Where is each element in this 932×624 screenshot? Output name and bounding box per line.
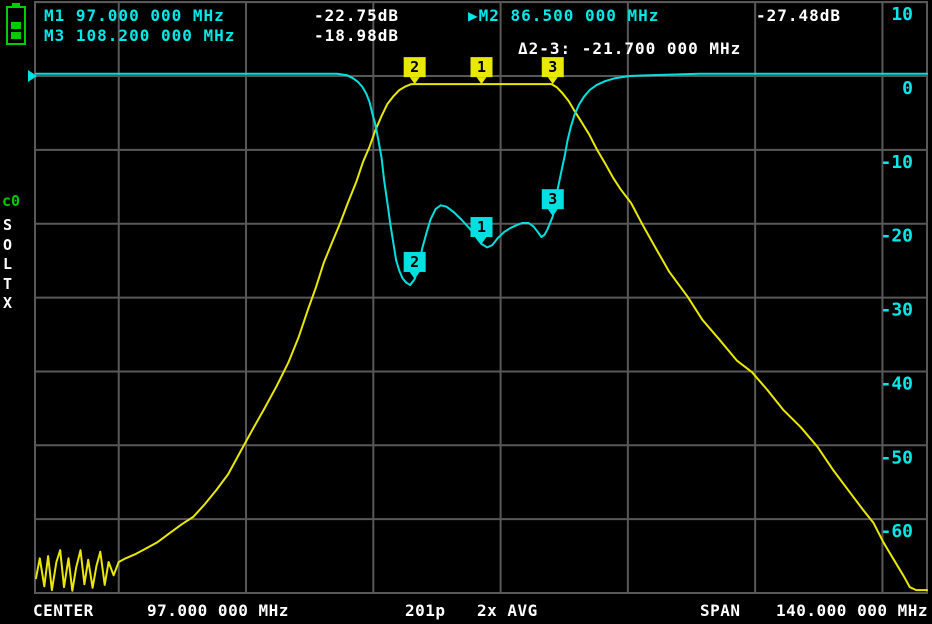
s11-trace (35, 72, 928, 286)
averaging-value[interactable]: 2x AVG (477, 601, 538, 620)
marker-2-flag-s11-tail (409, 271, 420, 279)
y-axis-label--20db: -20 (880, 226, 913, 247)
marker-3-flag-s11-digit: 3 (548, 190, 557, 208)
marker-1-flag-s11-digit: 1 (477, 218, 486, 236)
center-frequency-value[interactable]: 97.000 000 MHz (147, 601, 289, 620)
marker-2-flag-s11-box[interactable] (403, 251, 426, 272)
marker-2-flag-s11-digit: 2 (410, 253, 419, 271)
span-frequency-value[interactable]: 140.000 000 MHz (776, 601, 928, 620)
marker-1-flag-s21-box[interactable] (470, 57, 493, 78)
span-label: SPAN (700, 601, 741, 620)
marker1-readout-value: -22.75dB (314, 6, 400, 25)
y-axis-label-0db: 0 (902, 78, 913, 99)
y-axis-label--40db: -40 (880, 373, 913, 394)
y-axis-label--50db: -50 (880, 447, 913, 468)
marker1-readout-freq: M1 97.000 000 MHz (44, 6, 225, 25)
cal-term-o: O (3, 235, 13, 254)
cal-term-s: S (3, 216, 13, 234)
marker-1-flag-s21-digit: 1 (477, 58, 486, 76)
marker-1-flag-s11-tail (476, 237, 487, 245)
y-axis-label-10db: 10 (891, 4, 913, 25)
marker3-readout-freq: M3 108.200 000 MHz (44, 26, 236, 45)
marker-3-flag-s21[interactable]: 3 (541, 57, 564, 85)
marker-3-flag-s11[interactable]: 3 (541, 189, 564, 217)
sweep-points-value[interactable]: 201p (405, 601, 446, 620)
y-axis-label--30db: -30 (880, 300, 913, 321)
marker-3-flag-s11-tail (547, 209, 558, 217)
cal-term-l: L (3, 255, 13, 273)
delta-marker-readout: Δ2-3: -21.700 000 MHz (518, 39, 742, 58)
marker-2-flag-s21[interactable]: 2 (403, 57, 426, 85)
marker-2-flag-s21-digit: 2 (410, 58, 419, 76)
marker-2-flag-s21-box[interactable] (403, 57, 426, 78)
center-label: CENTER (33, 601, 94, 620)
marker-1-flag-s21-tail (476, 77, 487, 85)
y-axis-label--10db: -10 (880, 152, 913, 173)
s21-trace (35, 83, 928, 592)
marker-3-flag-s21-box[interactable] (541, 57, 564, 78)
marker-3-flag-s21-tail (547, 77, 558, 85)
cal-term-x: X (3, 294, 13, 312)
grid-lines (34, 1, 928, 595)
marker-2-flag-s11[interactable]: 2 (403, 251, 426, 279)
marker2-readout: ▶M2 86.500 000 MHz (468, 7, 659, 25)
marker-3-flag-s11-box[interactable] (541, 189, 564, 210)
marker2-readout-freq: M2 86.500 000 MHz (478, 6, 660, 25)
cal-term-t: T (3, 274, 13, 293)
cal-slot-label: c0 (2, 192, 21, 210)
marker-1-flag-s11-box[interactable] (470, 217, 493, 238)
marker-2-flag-s21-tail (409, 77, 420, 85)
marker-1-flag-s21[interactable]: 1 (470, 57, 493, 85)
marker-1-flag-s11[interactable]: 1 (470, 217, 493, 245)
active-marker-pointer-icon: ▶ (468, 6, 479, 25)
y-axis-label--60db: -60 (880, 521, 913, 542)
reference-level-marker-icon (28, 70, 37, 82)
marker2-readout-value: -27.48dB (756, 6, 842, 25)
battery-icon (6, 3, 26, 45)
marker3-readout-value: -18.98dB (314, 26, 400, 45)
marker-3-flag-s21-digit: 3 (548, 58, 557, 76)
